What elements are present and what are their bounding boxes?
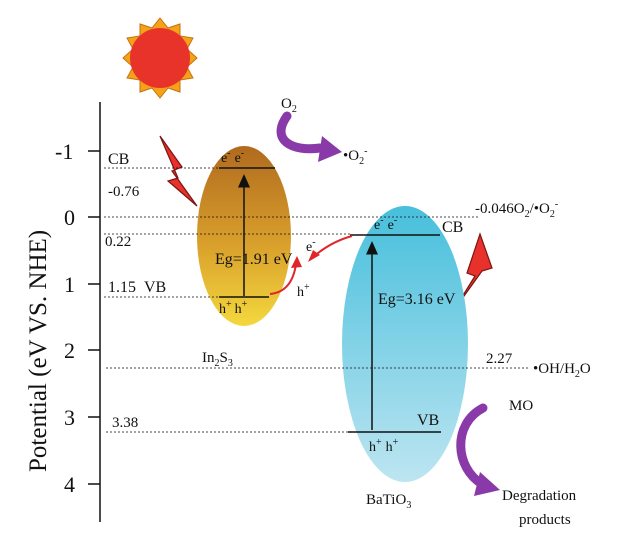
products-line1: Degradation — [502, 488, 577, 504]
electron-transfer-head — [308, 250, 320, 262]
products-line2: products — [519, 512, 571, 528]
in2s3-name: In2S3 — [202, 350, 233, 369]
in2s3-electrons: e-e- — [221, 148, 244, 166]
hole-transfer-arrow — [269, 263, 297, 295]
batio3-cb-label: CB — [442, 219, 463, 236]
transfer-hole-label: h+ — [297, 282, 310, 300]
o2-redox-label: -0.046O2/•O2- — [475, 199, 558, 220]
batio3-band-gap: Eg=3.16 eV — [378, 291, 456, 308]
transfer-electron-label: e- — [306, 237, 316, 255]
mo-reaction-head — [474, 472, 500, 496]
in2s3-band-gap: Eg=1.91 eV — [215, 251, 293, 268]
batio3-vb-value: 3.38 — [112, 415, 138, 431]
batio3-vb-label: VB — [417, 412, 439, 429]
tick-4: 4 — [64, 472, 75, 497]
oh-redox-couple: •OH/H2O — [533, 361, 591, 380]
o2-in-label: O2 — [281, 96, 297, 115]
sun-icon — [122, 17, 198, 99]
tick-neg1: -1 — [55, 139, 73, 164]
mo-label: MO — [509, 398, 533, 414]
in2s3-cb-value: -0.76 — [108, 184, 140, 200]
hole-transfer-head — [291, 256, 302, 268]
o2-reaction-arrow — [276, 111, 325, 154]
in2s3-cb-label: CB — [108, 151, 129, 168]
tick-2: 2 — [64, 338, 75, 363]
in2s3-holes: h+ h+ — [219, 299, 248, 317]
batio3-holes: h+ h+ — [369, 437, 399, 455]
batio3-ellipse — [342, 206, 468, 482]
tick-0: 0 — [64, 205, 75, 230]
mo-reaction-arrow — [456, 403, 488, 489]
oh-redox-value: 2.27 — [486, 351, 513, 367]
in2s3-vb-row: 1.15 VB — [108, 279, 166, 296]
superoxide-label: •O2- — [343, 146, 367, 167]
axis-title: Potential (eV VS. NHE) — [25, 230, 52, 472]
o2-reaction-head — [318, 136, 342, 162]
batio3-cb-value: 0.22 — [105, 234, 131, 250]
lightning-left-icon — [159, 135, 198, 207]
tick-3: 3 — [64, 405, 75, 430]
batio3-name: BaTiO3 — [366, 492, 411, 511]
tick-1: 1 — [64, 272, 75, 297]
y-axis — [88, 102, 101, 522]
batio3-electrons: e-e- — [374, 215, 397, 233]
